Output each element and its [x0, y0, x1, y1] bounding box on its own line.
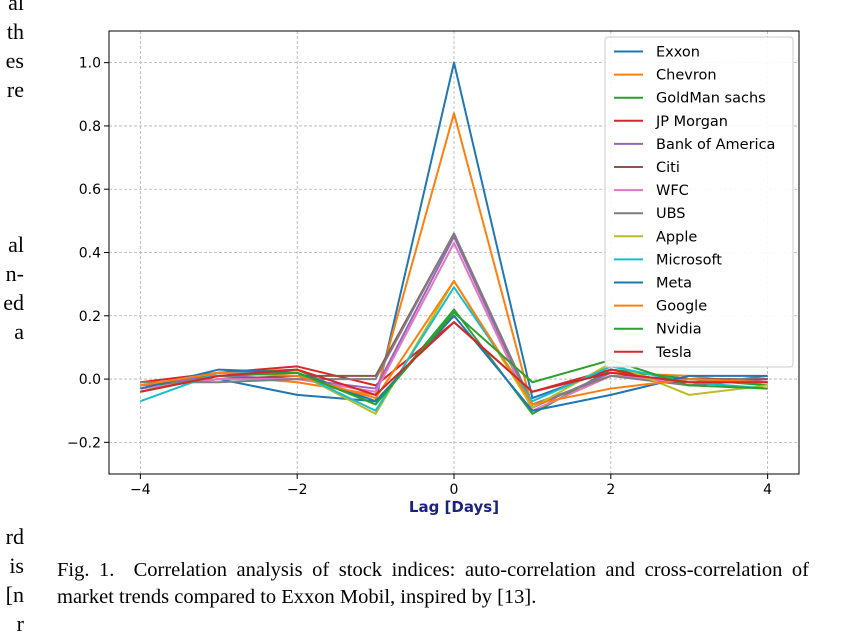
margin-line: r — [16, 611, 24, 636]
caption-label: Fig. 1. — [57, 559, 115, 581]
margin-line: rd — [5, 524, 24, 549]
margin-line: a — [14, 319, 24, 344]
x-tick-label: 0 — [450, 482, 459, 498]
figure-caption: Fig. 1. Correlation analysis of stock in… — [57, 557, 809, 611]
y-tick-label: 1.0 — [79, 56, 101, 72]
margin-line: al — [8, 0, 24, 15]
y-tick-label: 0.0 — [79, 372, 101, 388]
legend-label: UBS — [656, 206, 686, 222]
legend-label: Tesla — [655, 345, 692, 361]
caption-text: Correlation analysis of stock indices: a… — [57, 559, 809, 608]
x-tick-label: −2 — [287, 482, 308, 498]
legend-label: WFC — [656, 183, 689, 199]
x-tick-label: 4 — [763, 482, 772, 498]
margin-line: th — [6, 19, 24, 44]
legend-label: Citi — [656, 160, 680, 176]
margin-line: is — [9, 553, 24, 578]
series-line — [140, 321, 768, 396]
margin-line: es — [5, 48, 24, 73]
correlation-line-chart: −4 −2 0 2 4 −0.2 0.0 0.2 0.4 0.6 0.8 1.0 Lag [Days]… — [67, 30, 800, 516]
legend: Exxon Chevron GoldMan sachs JP Morgan Bank o… — [604, 36, 794, 368]
legend-label: Microsoft — [656, 252, 722, 268]
series-line — [140, 311, 768, 406]
legend-label: Apple — [656, 229, 697, 245]
legend-label: Meta — [656, 276, 692, 292]
legend-label: JP Morgan — [655, 114, 728, 130]
margin-line: re — [6, 77, 24, 102]
legend-label: Bank of America — [656, 137, 775, 153]
y-tick-label: 0.2 — [79, 309, 101, 325]
left-column-text-middle: al n- ed a — [0, 230, 24, 346]
left-column-text-lower: rd is [n r — [0, 522, 24, 638]
x-axis-label: Lag [Days] — [409, 498, 499, 516]
left-column-text-upper: al th es re — [0, 0, 24, 104]
y-tick-label: 0.6 — [79, 182, 101, 198]
x-tick-label: 2 — [606, 482, 615, 498]
y-tick-label: −0.2 — [67, 435, 101, 451]
margin-line: al — [8, 232, 24, 257]
series-lines — [140, 61, 768, 415]
legend-label: Nvidia — [656, 322, 702, 338]
margin-line: [n — [5, 582, 24, 607]
x-tick-label: −4 — [130, 482, 151, 498]
axis-ticks: −4 −2 0 2 4 −0.2 0.0 0.2 0.4 0.6 0.8 1.0 — [67, 56, 772, 498]
y-tick-label: 0.8 — [79, 119, 101, 135]
legend-label: Google — [656, 299, 707, 315]
y-tick-label: 0.4 — [79, 246, 101, 262]
series-line — [140, 308, 768, 415]
series-line — [140, 242, 768, 412]
legend-box — [604, 36, 794, 368]
legend-label: Chevron — [656, 68, 717, 84]
legend-label: GoldMan sachs — [656, 91, 766, 107]
legend-label: Exxon — [656, 45, 700, 61]
margin-line: ed — [3, 290, 24, 315]
margin-line: n- — [5, 261, 24, 286]
